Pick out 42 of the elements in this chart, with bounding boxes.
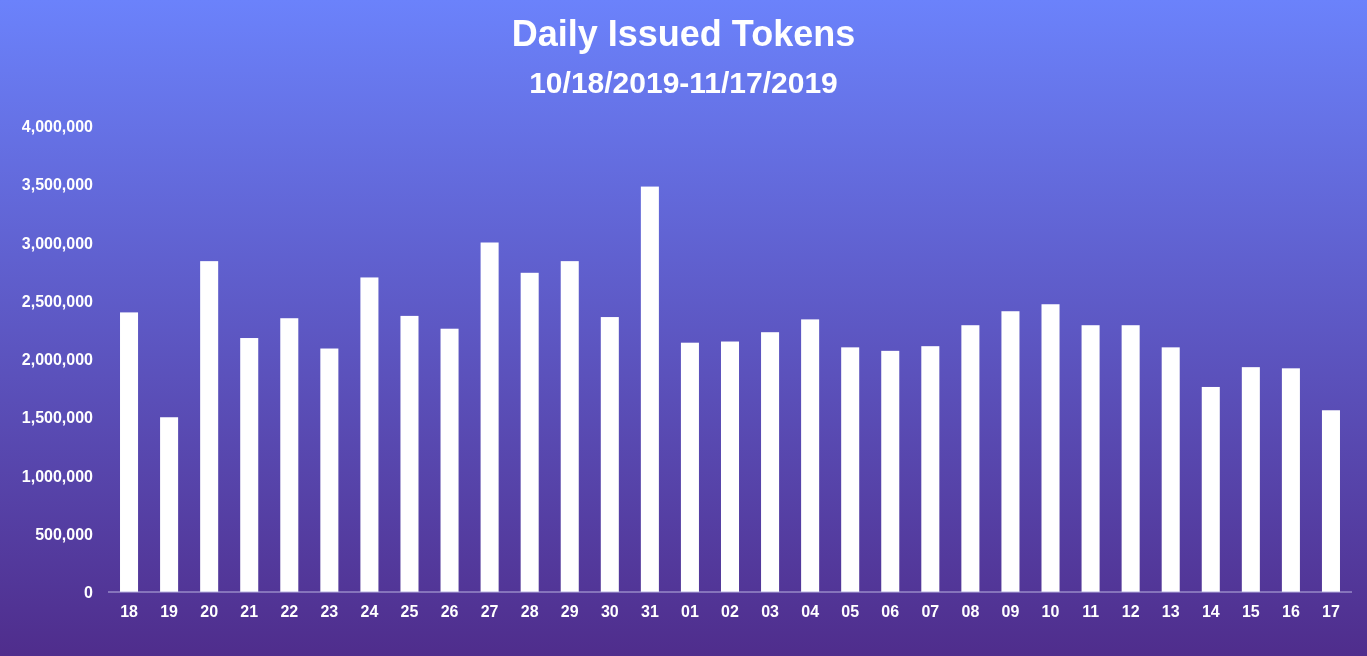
y-tick-label: 4,000,000 (21, 118, 94, 136)
x-tick-label: 28 (520, 603, 539, 621)
y-tick-label: 0 (84, 584, 94, 602)
y-tick-label: 3,500,000 (21, 176, 94, 194)
x-tick-label: 25 (400, 603, 419, 621)
y-tick-label: 2,500,000 (21, 292, 94, 310)
x-tick-label: 06 (881, 603, 900, 621)
x-tick-label: 11 (1082, 603, 1100, 621)
x-tick-label: 20 (200, 603, 219, 621)
x-tick-label: 19 (160, 603, 179, 621)
x-tick-label: 13 (1161, 603, 1180, 621)
x-tick-label: 12 (1121, 603, 1140, 621)
x-tick-label: 23 (320, 603, 339, 621)
x-tick-label: 30 (600, 603, 619, 621)
x-tick-label: 31 (640, 603, 659, 621)
x-tick-label: 27 (480, 603, 499, 621)
x-tick-label: 03 (761, 603, 780, 621)
x-tick-label: 24 (360, 603, 379, 621)
y-tick-label: 1,500,000 (21, 409, 94, 427)
y-tick-label: 2,000,000 (21, 351, 94, 369)
x-tick-label: 29 (560, 603, 579, 621)
x-tick-label: 17 (1322, 603, 1340, 621)
x-tick-label: 09 (1001, 603, 1020, 621)
y-tick-label: 1,000,000 (21, 467, 94, 485)
x-tick-label: 10 (1041, 603, 1060, 621)
x-tick-label: 16 (1282, 603, 1300, 621)
x-tick-label: 15 (1241, 603, 1260, 621)
x-tick-label: 08 (961, 603, 980, 621)
x-tick-label: 18 (120, 603, 139, 621)
x-tick-label: 26 (440, 603, 459, 621)
x-tick-label: 04 (801, 603, 820, 621)
x-tick-label: 07 (921, 603, 940, 621)
x-tick-label: 05 (841, 603, 860, 621)
chart-title: Daily Issued Tokens (511, 13, 856, 54)
x-tick-label: 21 (240, 603, 259, 621)
y-tick-label: 3,000,000 (21, 234, 94, 252)
chart-subtitle: 10/18/2019-11/17/2019 (529, 66, 838, 99)
x-tick-label: 02 (721, 603, 739, 621)
x-tick-label: 14 (1201, 603, 1220, 621)
x-tick-label: 01 (681, 603, 699, 621)
y-tick-label: 500,000 (35, 525, 94, 543)
x-tick-label: 22 (280, 603, 299, 621)
